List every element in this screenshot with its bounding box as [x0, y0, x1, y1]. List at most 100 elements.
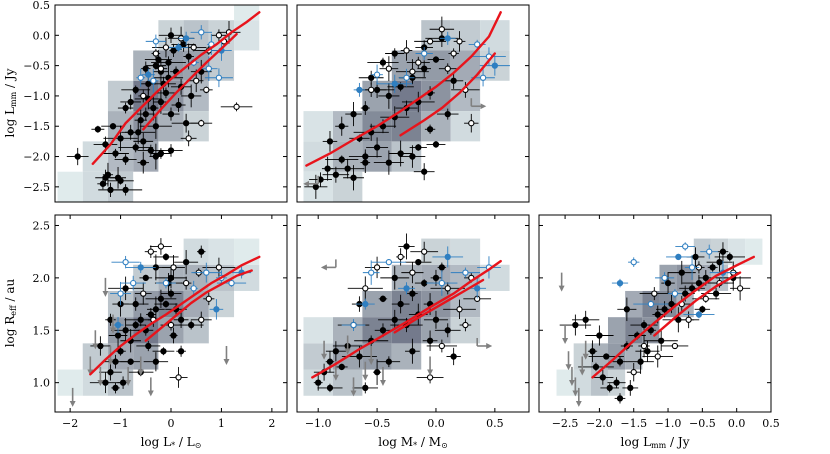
density-cell [234, 238, 260, 265]
data-point-filled [678, 269, 685, 276]
data-point-filled [122, 186, 129, 194]
data-point-open [438, 342, 446, 350]
data-point-filled [332, 171, 340, 178]
y-tick-label: 2.0 [33, 272, 51, 285]
data-point-blue [152, 38, 160, 45]
data-point-filled [150, 104, 157, 112]
plot-area [57, 5, 261, 202]
data-point-open [736, 285, 744, 292]
y-tick-label: 2.5 [33, 219, 51, 232]
data-point-filled [409, 290, 416, 297]
data-point-filled [654, 311, 661, 318]
data-point-filled [385, 92, 393, 100]
data-point-filled [157, 295, 165, 302]
data-point-filled [368, 74, 375, 81]
density-cell [728, 238, 746, 265]
data-point-filled [152, 62, 160, 69]
density-cell [573, 369, 591, 396]
data-point-filled [142, 274, 149, 282]
fit-line-2 [144, 269, 253, 342]
data-point-filled [102, 141, 109, 148]
data-point-filled [162, 89, 170, 97]
data-point-filled [637, 358, 644, 365]
data-point-filled [415, 259, 422, 266]
fit-line-1 [311, 259, 502, 379]
data-point-blue [203, 269, 210, 276]
data-point-blue [228, 279, 235, 287]
density-cell [480, 264, 510, 291]
data-point-blue [403, 285, 410, 292]
data-point-filled [596, 332, 603, 339]
data-point-filled [409, 348, 416, 355]
data-point-filled [432, 274, 440, 282]
x-tick-label: 0.5 [486, 417, 504, 430]
data-point-filled [147, 147, 154, 154]
data-point-filled [362, 384, 369, 392]
data-point-open [167, 321, 175, 329]
data-point-filled [332, 348, 340, 355]
data-point-blue [162, 279, 170, 287]
density-cell [556, 369, 574, 396]
data-point-open [426, 374, 434, 381]
data-point-filled [627, 384, 634, 392]
fit-line-2 [399, 52, 496, 137]
data-point-filled [326, 384, 334, 392]
data-point-filled [107, 369, 114, 376]
data-point-filled [132, 144, 139, 151]
data-point-filled [142, 65, 149, 72]
data-point-blue [474, 41, 481, 48]
data-point-filled [438, 264, 446, 271]
data-point-filled [326, 358, 334, 365]
x-tick-label: 0 [168, 417, 175, 430]
x-tick-label: −2.5 [552, 417, 579, 430]
data-point-filled [658, 337, 665, 344]
x-tick-label: −1.0 [305, 417, 332, 430]
plot-area [303, 233, 510, 397]
data-point-filled [162, 300, 170, 308]
data-point-filled [152, 153, 160, 160]
data-point-filled [582, 316, 589, 323]
fit-line-1 [91, 11, 261, 165]
data-point-open [456, 38, 463, 45]
data-point-blue [391, 80, 398, 87]
plot-area [556, 238, 763, 407]
data-point-filled [699, 306, 706, 313]
data-point-filled [432, 316, 440, 323]
x-tick-label: −1 [112, 417, 128, 430]
x-tick-label: 0.5 [762, 417, 780, 430]
data-point-filled [132, 300, 139, 308]
data-point-filled [379, 327, 387, 334]
data-point-blue [403, 74, 410, 81]
data-point-open [198, 120, 205, 127]
data-point-filled [177, 316, 185, 323]
data-point-filled [74, 153, 81, 160]
data-point-filled [350, 110, 357, 118]
data-point-blue [462, 269, 469, 276]
density-cell [607, 317, 626, 344]
data-point-open [215, 32, 223, 39]
data-point-open [654, 353, 661, 360]
y-tick-label: −2.5 [23, 181, 50, 194]
data-point-open [444, 65, 451, 72]
data-point-filled [137, 117, 144, 124]
fit-line-2 [653, 271, 742, 337]
data-point-filled [640, 321, 648, 329]
data-point-filled [170, 47, 177, 54]
density-cell [82, 343, 108, 370]
x-tick-label: 1 [218, 417, 225, 430]
data-point-filled [167, 274, 175, 282]
data-point-filled [177, 348, 185, 355]
density-cell [234, 264, 260, 291]
data-point-blue [205, 65, 212, 72]
data-point-filled [94, 126, 102, 133]
data-point-filled [157, 98, 165, 106]
x-tick-label: 0.0 [728, 417, 746, 430]
data-point-open [415, 59, 422, 66]
data-point-blue [150, 77, 157, 84]
data-point-filled [155, 56, 162, 63]
data-point-filled [397, 300, 404, 308]
fit-line-1 [305, 11, 502, 167]
x-tick-label: −0.5 [689, 417, 716, 430]
data-point-filled [182, 120, 190, 127]
density-cell [183, 290, 209, 318]
